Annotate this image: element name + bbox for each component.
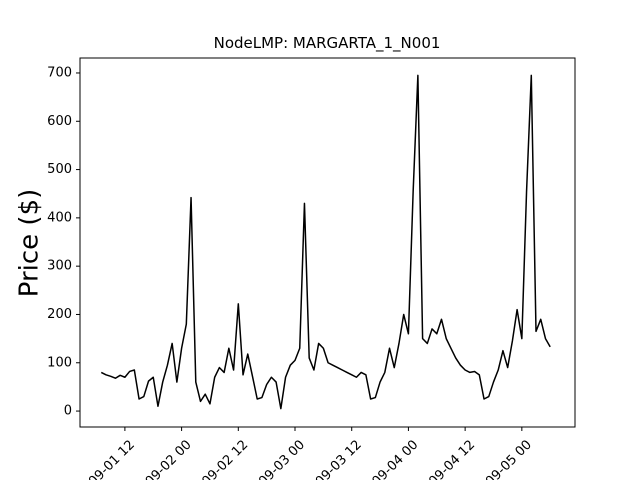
- y-tick-label: 200: [47, 307, 72, 322]
- price-line: [100, 74, 551, 410]
- x-tick-label: 09-01 12: [86, 437, 138, 480]
- y-tick-label: 600: [47, 114, 72, 129]
- chart-title: NodeLMP: MARGARTA_1_N001: [214, 34, 441, 53]
- x-tick-label: 09-02 12: [199, 437, 251, 480]
- y-tick-label: 700: [47, 65, 72, 80]
- y-tick-label: 0: [64, 404, 72, 419]
- x-tick-label: 09-03 00: [256, 437, 308, 480]
- y-tick-label: 500: [47, 162, 72, 177]
- x-tick-label: 09-04 12: [426, 437, 478, 480]
- x-tick-label: 09-04 00: [370, 437, 422, 480]
- x-tick-label: 09-02 00: [143, 437, 195, 480]
- y-axis-label: Price ($): [15, 189, 45, 298]
- y-tick-label: 100: [47, 355, 72, 370]
- plot-frame: [79, 57, 576, 428]
- y-tick-label: 300: [47, 259, 72, 274]
- x-tick-label: 09-03 12: [313, 437, 365, 480]
- y-tick-label: 400: [47, 210, 72, 225]
- x-tick-label: 09-05 00: [483, 437, 535, 480]
